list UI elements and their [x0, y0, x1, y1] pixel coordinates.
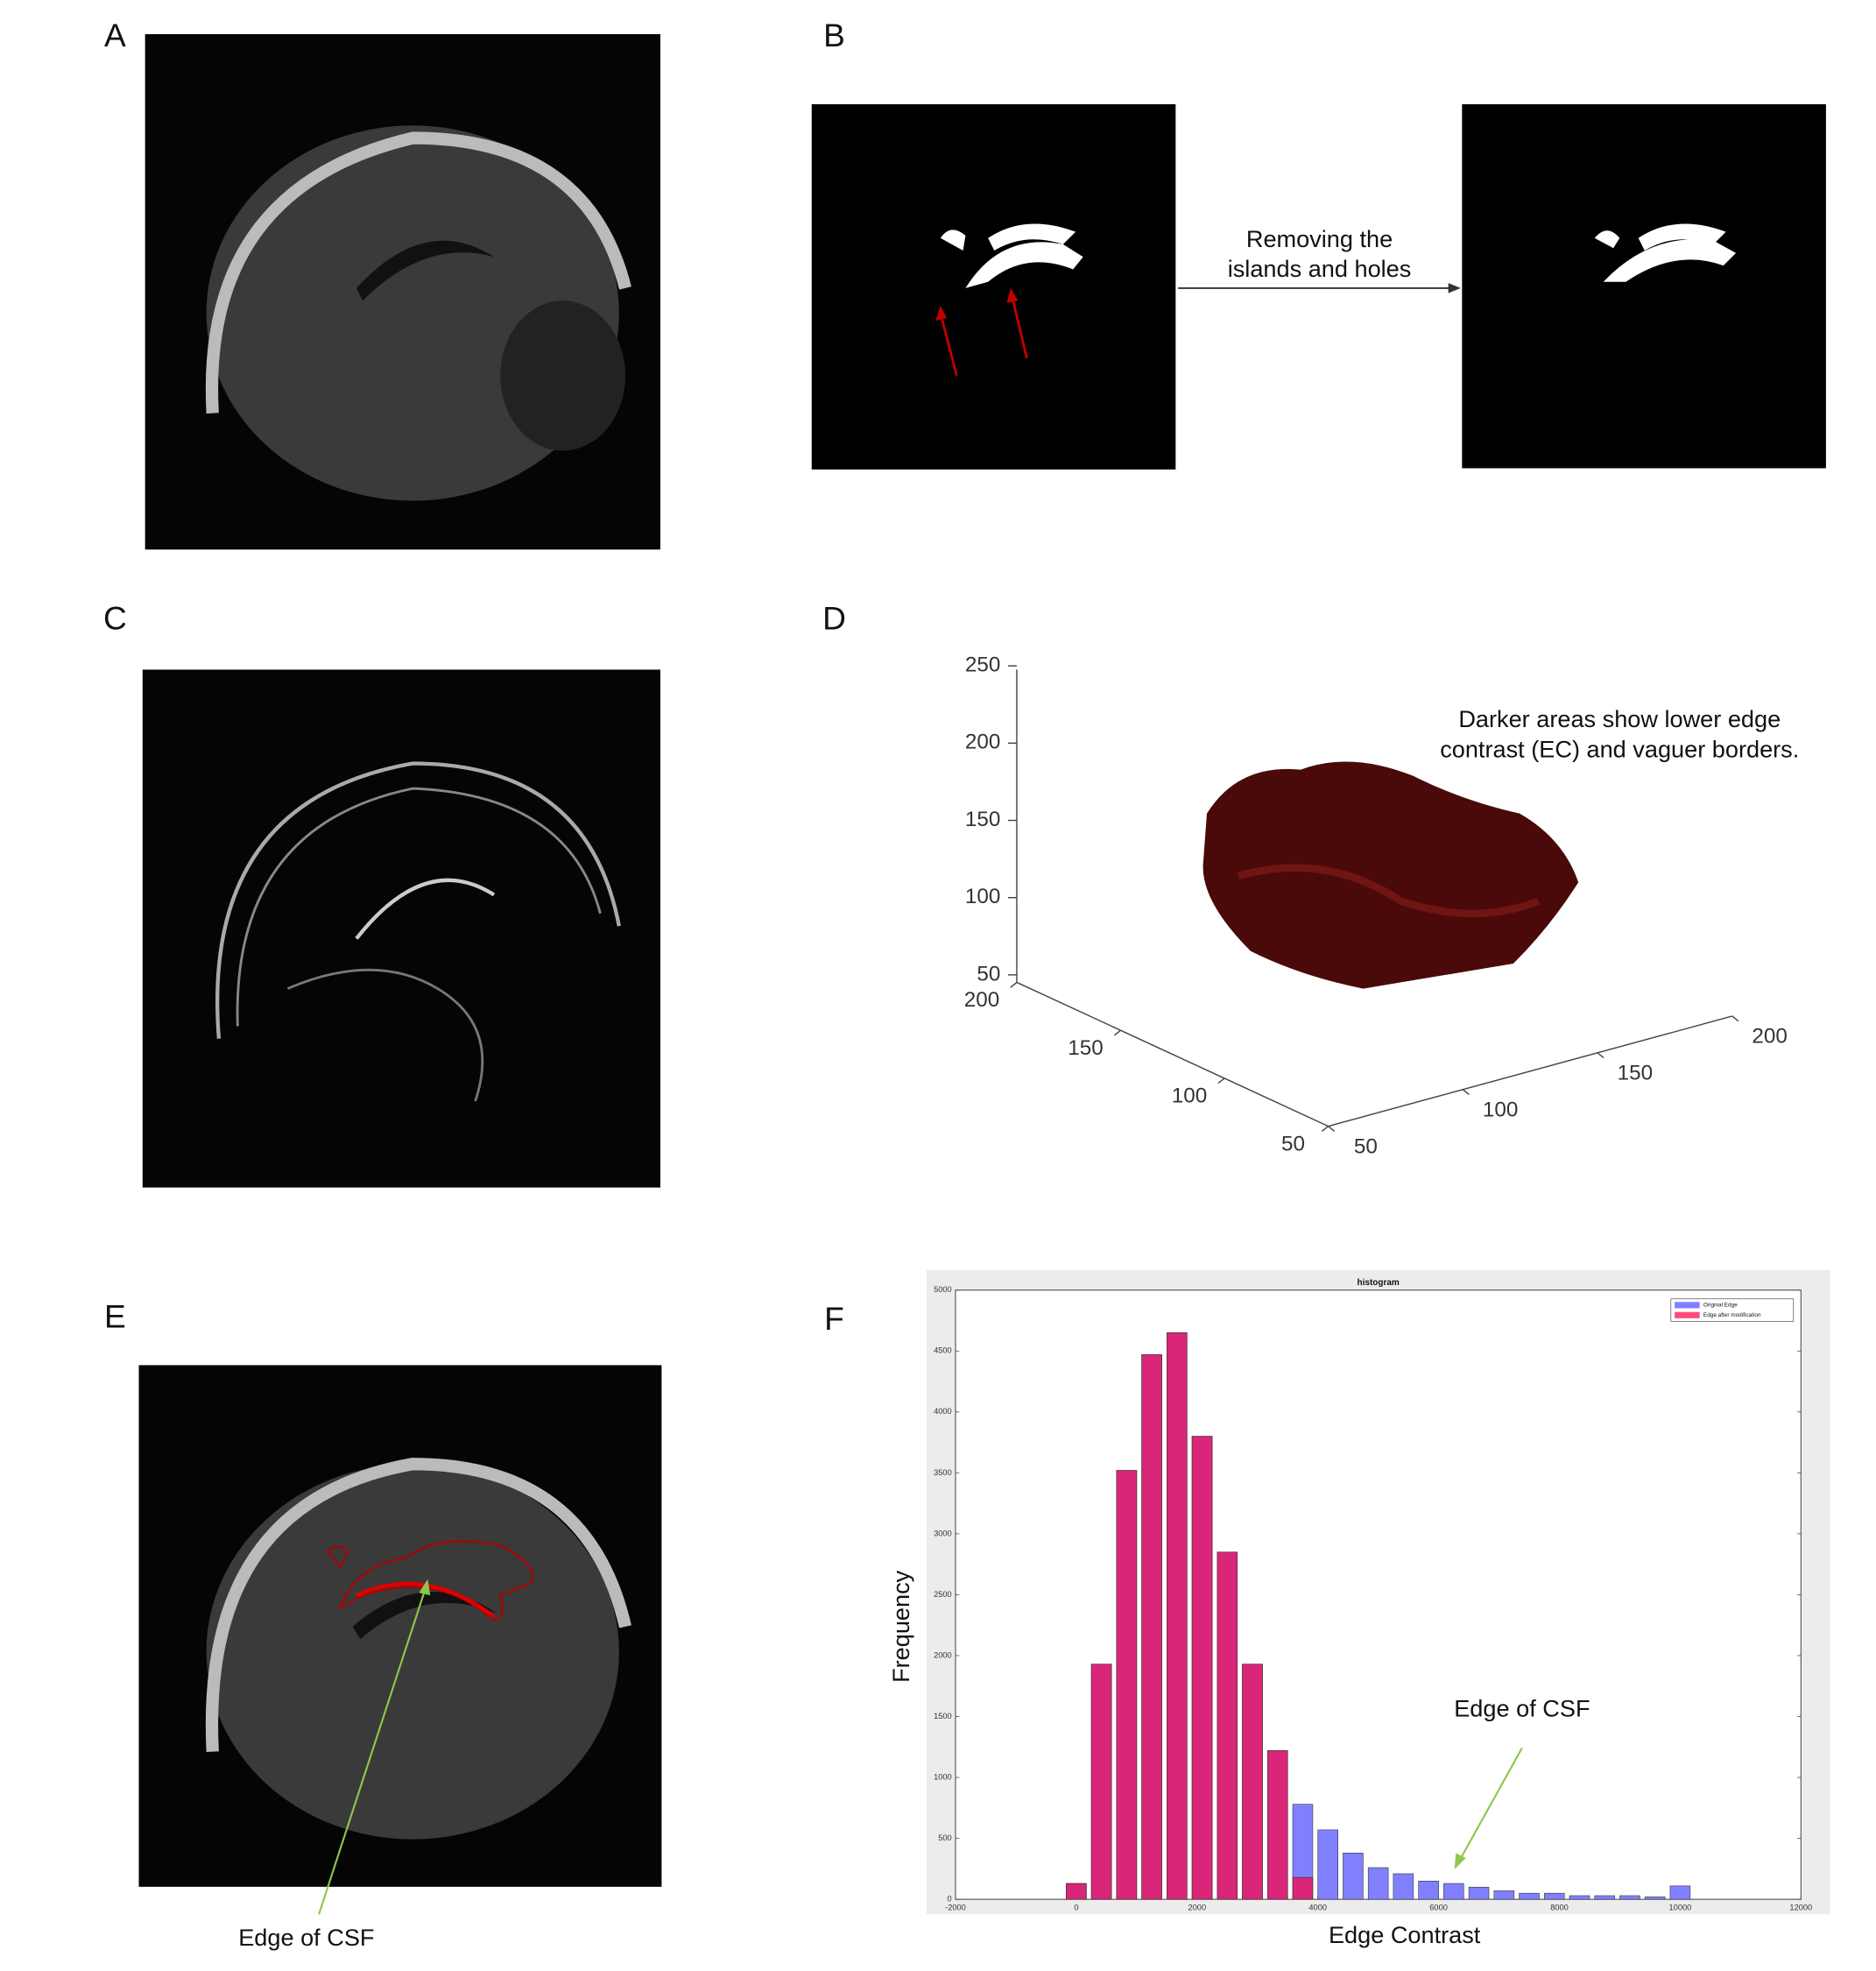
bar	[1242, 1664, 1263, 1900]
bar	[1167, 1332, 1188, 1900]
bar	[1217, 1551, 1238, 1900]
bar	[1393, 1873, 1414, 1900]
panel-label: A	[104, 17, 126, 53]
bar	[1343, 1853, 1364, 1900]
x-axis	[1016, 981, 1329, 1127]
x-tick	[1113, 1029, 1121, 1036]
annotation: Edge of CSF	[1454, 1695, 1590, 1722]
z-tick-label: 150	[965, 808, 1001, 831]
y-axis-label: Frequency	[887, 1570, 914, 1683]
bar	[1066, 1883, 1087, 1900]
y-tick-label: 0	[948, 1895, 952, 1904]
x-axis-label: Edge Contrast	[1329, 1921, 1481, 1948]
bar	[1292, 1876, 1314, 1900]
hist-plot-area	[955, 1289, 1802, 1900]
x-tick-label: 12000	[1789, 1904, 1812, 1912]
bar	[1669, 1885, 1691, 1900]
y-tick-label: 150	[1618, 1062, 1654, 1085]
x-tick	[1217, 1077, 1225, 1084]
bar	[1493, 1890, 1515, 1900]
y-tick-label: 200	[1752, 1025, 1788, 1049]
bar	[1519, 1892, 1540, 1900]
y-tick-label: 1500	[934, 1712, 952, 1720]
y-tick-label: 3000	[934, 1529, 952, 1537]
y-tick	[1597, 1052, 1604, 1059]
y-tick-label: 2500	[934, 1590, 952, 1599]
annotation: contrast (EC) and vaguer borders.	[1440, 735, 1799, 762]
y-tick-label: 3500	[934, 1468, 952, 1477]
x-tick-label: -2000	[945, 1904, 966, 1912]
annotation: Removing the	[1246, 225, 1393, 252]
x-tick	[1321, 1126, 1329, 1132]
x-tick-label: 0	[1074, 1904, 1078, 1912]
panel-label: F	[824, 1300, 844, 1337]
bar	[1266, 1750, 1288, 1900]
y-tick-label: 4000	[934, 1407, 952, 1416]
bar	[1141, 1354, 1162, 1900]
bar	[1191, 1436, 1213, 1900]
x-tick-label: 200	[964, 988, 1000, 1012]
x-tick-label: 50	[1281, 1132, 1305, 1155]
x-tick	[1010, 981, 1018, 988]
arrow-head	[1448, 283, 1461, 293]
z-tick-label: 250	[965, 653, 1001, 677]
chart-title: histogram	[1358, 1278, 1400, 1288]
bar	[1317, 1829, 1338, 1900]
mask-after	[1462, 103, 1826, 469]
pointer-line	[318, 1588, 427, 1915]
pointer-line	[1458, 1747, 1523, 1862]
annotation: islands and holes	[1228, 255, 1412, 282]
y-tick-label: 50	[1354, 1134, 1378, 1158]
panel-label: E	[104, 1297, 126, 1334]
x-tick-label: 4000	[1308, 1904, 1327, 1912]
mri-image-a	[145, 34, 660, 550]
annotation: Darker areas show lower edge	[1458, 705, 1781, 732]
bar	[1619, 1895, 1640, 1900]
panel-label: D	[822, 600, 846, 637]
y-tick	[1462, 1089, 1470, 1096]
bar	[1443, 1883, 1464, 1900]
edge-image-c	[142, 669, 660, 1188]
legend-label: Edge after modification	[1703, 1312, 1761, 1318]
bar	[1090, 1664, 1112, 1900]
z-tick-label: 100	[965, 885, 1001, 908]
y-tick-label: 5000	[934, 1285, 952, 1294]
annotation: Edge of CSF	[238, 1924, 374, 1951]
pointer-head	[1454, 1853, 1466, 1869]
legend-label: Original Edge	[1703, 1303, 1738, 1309]
x-tick-label: 2000	[1188, 1904, 1206, 1912]
x-tick-label: 6000	[1429, 1904, 1448, 1912]
z-tick-label: 200	[965, 731, 1001, 754]
bar	[1418, 1881, 1439, 1900]
y-tick-label: 1000	[934, 1773, 952, 1782]
mask-before	[811, 103, 1176, 470]
x-tick-label: 8000	[1550, 1904, 1569, 1912]
bar	[1569, 1895, 1590, 1900]
y-axis	[1328, 1015, 1732, 1127]
bar	[1116, 1470, 1138, 1900]
panel-label: C	[103, 600, 127, 637]
mri-image-e	[138, 1365, 662, 1887]
y-tick-label: 2000	[934, 1650, 952, 1659]
y-tick-label: 500	[938, 1833, 951, 1842]
bar	[1594, 1895, 1615, 1900]
y-tick	[1328, 1126, 1336, 1132]
x-tick-label: 150	[1068, 1036, 1103, 1060]
surface-blob	[1202, 761, 1579, 989]
legend-swatch	[1675, 1311, 1700, 1318]
x-tick-label: 100	[1172, 1084, 1208, 1108]
y-tick	[1731, 1015, 1739, 1022]
z-tick-label: 50	[977, 962, 1000, 986]
panel-label: B	[823, 17, 845, 53]
bar	[1367, 1867, 1389, 1900]
y-tick-label: 4500	[934, 1346, 952, 1355]
bar	[1644, 1897, 1666, 1900]
bar	[1543, 1892, 1565, 1900]
y-tick-label: 100	[1483, 1098, 1519, 1121]
x-tick-label: 10000	[1669, 1904, 1692, 1912]
bar	[1468, 1886, 1490, 1900]
pointer-head	[419, 1579, 431, 1596]
legend-swatch	[1675, 1302, 1700, 1309]
